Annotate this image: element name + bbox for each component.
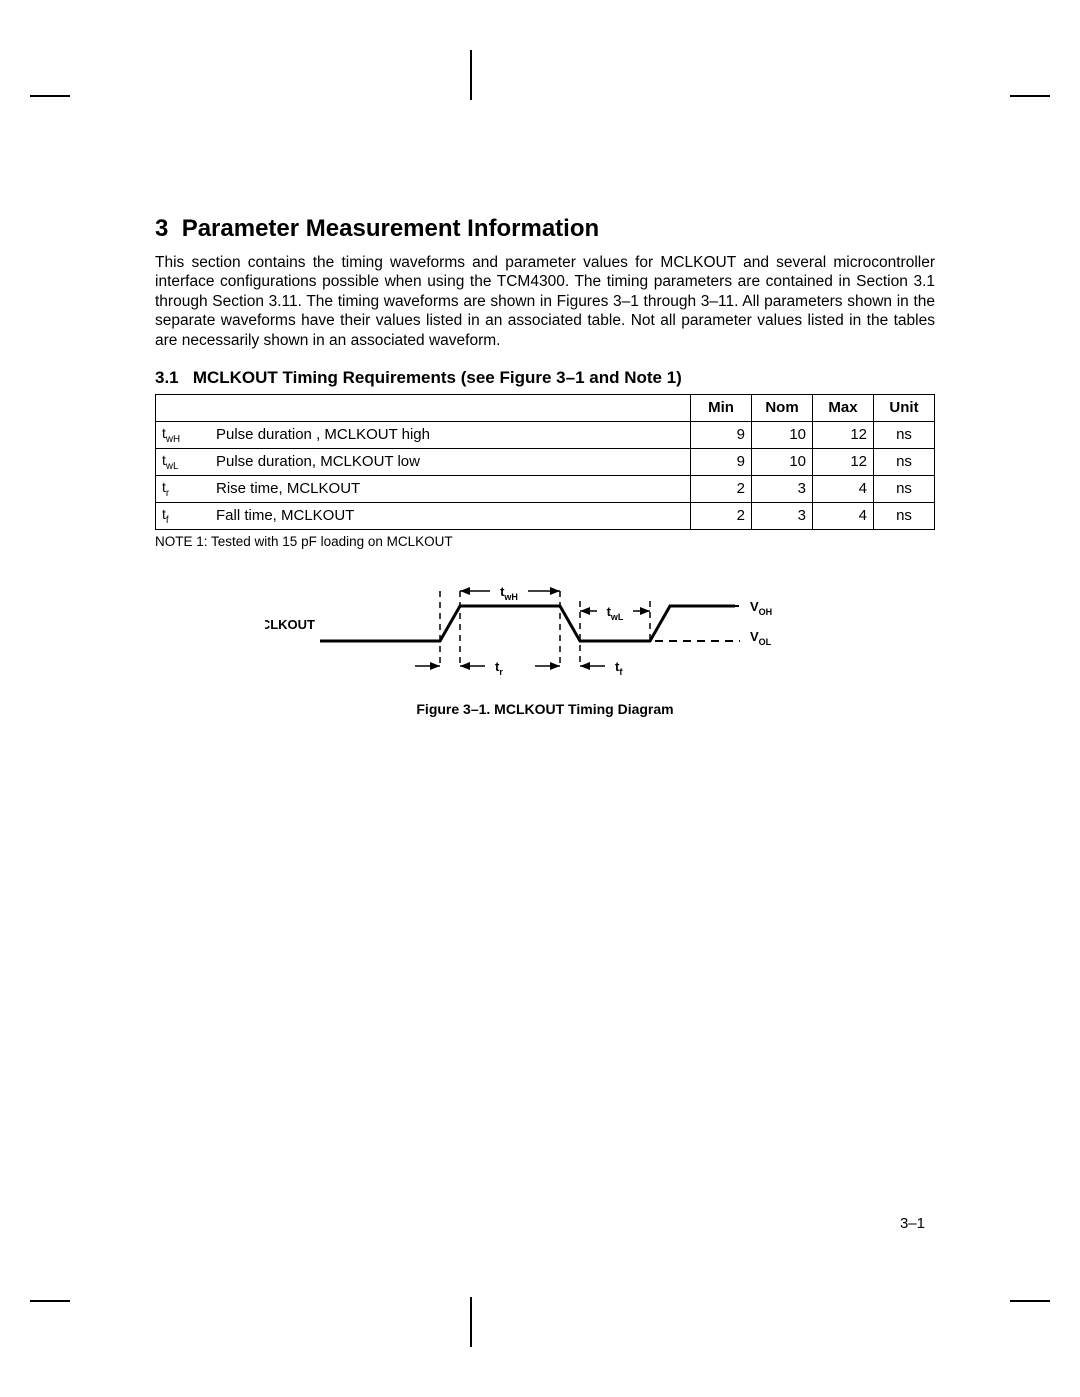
param-symbol: tr: [156, 475, 211, 502]
crop-mark: [30, 95, 70, 97]
section-title: Parameter Measurement Information: [182, 215, 599, 242]
figure-wrap: twH twL tr: [155, 571, 935, 717]
figure-caption: Figure 3–1. MCLKOUT Timing Diagram: [155, 701, 935, 717]
param-symbol: twH: [156, 421, 211, 448]
label-vol: VOL: [750, 629, 772, 647]
label-tf: tf: [615, 659, 623, 677]
param-desc: Fall time, MCLKOUT: [210, 502, 691, 529]
arrow-icon: [640, 607, 650, 615]
param-unit: ns: [874, 502, 935, 529]
param-symbol: tf: [156, 502, 211, 529]
param-min: 2: [691, 502, 752, 529]
param-desc: Pulse duration , MCLKOUT high: [210, 421, 691, 448]
table-note: NOTE 1: Tested with 15 pF loading on MCL…: [155, 534, 935, 549]
signal-label: MCLKOUT: [265, 617, 315, 632]
table-row: twL Pulse duration, MCLKOUT low 9 10 12 …: [156, 448, 935, 475]
param-unit: ns: [874, 475, 935, 502]
table-header-nom: Nom: [752, 394, 813, 421]
table-header-min: Min: [691, 394, 752, 421]
param-unit: ns: [874, 448, 935, 475]
page-number: 3–1: [900, 1215, 925, 1232]
section-body: This section contains the timing wavefor…: [155, 253, 935, 350]
param-symbol: twL: [156, 448, 211, 475]
waveform: [320, 606, 735, 641]
crop-mark: [1010, 95, 1050, 97]
table-header-blank: [156, 394, 691, 421]
param-min: 9: [691, 448, 752, 475]
param-min: 9: [691, 421, 752, 448]
table-header-unit: Unit: [874, 394, 935, 421]
table-row: tf Fall time, MCLKOUT 2 3 4 ns: [156, 502, 935, 529]
subsection-number: 3.1: [155, 368, 179, 387]
param-unit: ns: [874, 421, 935, 448]
arrow-icon: [580, 662, 590, 670]
param-nom: 3: [752, 475, 813, 502]
param-nom: 10: [752, 448, 813, 475]
timing-diagram: twH twL tr: [265, 571, 825, 691]
timing-table: Min Nom Max Unit twH Pulse duration , MC…: [155, 394, 935, 530]
param-min: 2: [691, 475, 752, 502]
arrow-icon: [550, 662, 560, 670]
arrow-icon: [550, 587, 560, 595]
subsection-heading: 3.1 MCLKOUT Timing Requirements (see Fig…: [155, 368, 935, 388]
arrow-icon: [430, 662, 440, 670]
table-row: tr Rise time, MCLKOUT 2 3 4 ns: [156, 475, 935, 502]
param-max: 4: [813, 475, 874, 502]
section-heading: 3 Parameter Measurement Information: [155, 215, 935, 243]
param-max: 4: [813, 502, 874, 529]
table-header-row: Min Nom Max Unit: [156, 394, 935, 421]
crop-mark: [470, 50, 472, 100]
table-header-max: Max: [813, 394, 874, 421]
param-max: 12: [813, 448, 874, 475]
content-area: 3 Parameter Measurement Information This…: [155, 215, 935, 717]
arrow-icon: [460, 587, 470, 595]
section-number: 3: [155, 215, 168, 242]
param-nom: 10: [752, 421, 813, 448]
param-desc: Pulse duration, MCLKOUT low: [210, 448, 691, 475]
crop-mark: [30, 1300, 70, 1302]
page: 3 Parameter Measurement Information This…: [0, 0, 1080, 1397]
param-desc: Rise time, MCLKOUT: [210, 475, 691, 502]
table-row: twH Pulse duration , MCLKOUT high 9 10 1…: [156, 421, 935, 448]
label-tr: tr: [495, 659, 503, 677]
subsection-title: MCLKOUT Timing Requirements (see Figure …: [193, 368, 682, 387]
arrow-icon: [460, 662, 470, 670]
param-nom: 3: [752, 502, 813, 529]
crop-mark: [1010, 1300, 1050, 1302]
crop-mark: [470, 1297, 472, 1347]
arrow-icon: [580, 607, 590, 615]
param-max: 12: [813, 421, 874, 448]
label-voh: VOH: [750, 599, 772, 617]
